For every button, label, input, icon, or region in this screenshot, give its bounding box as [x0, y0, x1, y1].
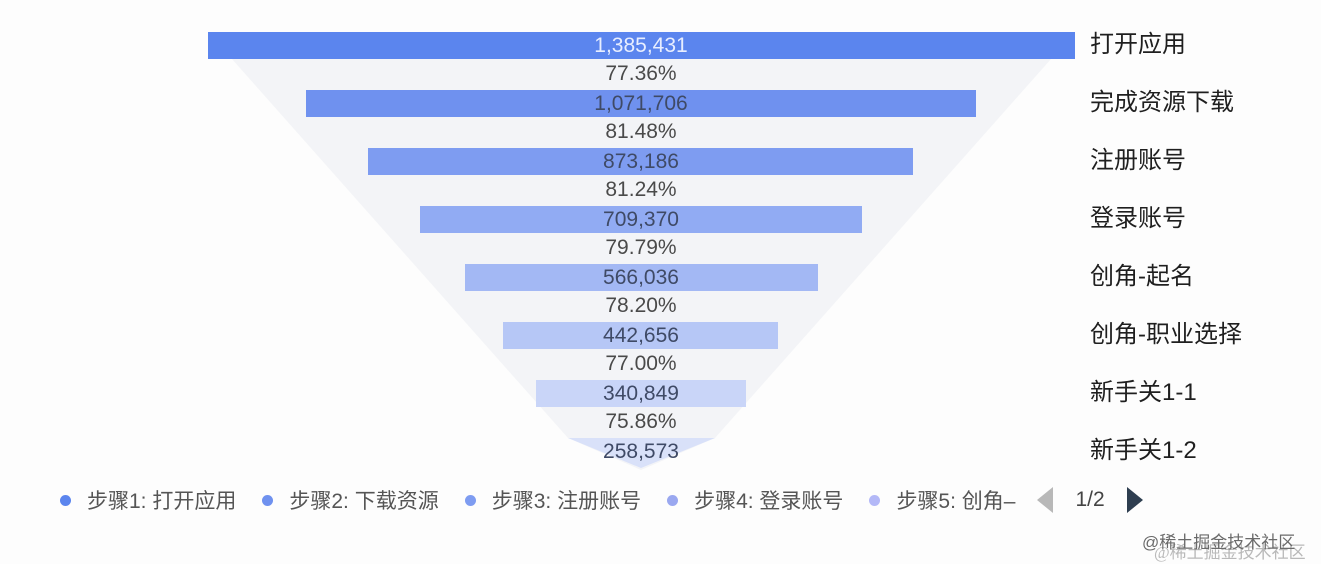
bar-value: 258,573 — [603, 440, 679, 463]
legend-dot-icon — [869, 494, 881, 506]
legend-item-step2[interactable]: 步骤2: 下载资源 — [262, 485, 439, 515]
bar-value: 1,071,706 — [594, 92, 688, 115]
bar-value: 1,385,431 — [594, 34, 688, 57]
funnel-bar-8-tip[interactable] — [568, 438, 715, 468]
bar-value: 340,849 — [603, 382, 679, 405]
funnel-bar-6[interactable]: 442,656 — [503, 322, 778, 349]
legend-label: 步骤2: 下载资源 — [289, 490, 439, 513]
stage-label-3: 注册账号 — [1090, 147, 1186, 174]
stage-label-6: 创角-职业选择 — [1090, 321, 1242, 348]
legend-item-step5[interactable]: 步骤5: 创角– — [869, 485, 1015, 515]
funnel-bar-1[interactable]: 1,385,431 — [208, 32, 1075, 59]
legend-label: 步骤3: 注册账号 — [491, 490, 642, 513]
legend-dot-icon — [60, 494, 71, 506]
conversion-rate-4: 79.79% — [605, 236, 677, 259]
stage-label-8: 新手关1-2 — [1090, 437, 1197, 464]
stage-label-4: 登录账号 — [1090, 205, 1186, 232]
conversion-rate-7: 75.86% — [605, 410, 677, 433]
chevron-left-icon[interactable] — [1037, 487, 1054, 513]
stage-label-7: 新手关1-1 — [1090, 379, 1197, 406]
funnel-bar-5[interactable]: 566,036 — [465, 264, 818, 291]
legend-dot-icon — [464, 494, 476, 506]
legend-item-step4[interactable]: 步骤4: 登录账号 — [667, 485, 843, 515]
funnel-bar-4[interactable]: 709,370 — [420, 206, 862, 233]
funnel-bar-7[interactable]: 340,849 — [536, 380, 746, 407]
bar-value: 566,036 — [603, 266, 679, 289]
stage-label-2: 完成资源下载 — [1090, 89, 1234, 116]
bar-value: 873,186 — [603, 150, 679, 173]
funnel-bar-8: 258,573 — [0, 438, 1282, 465]
bar-value: 709,370 — [603, 208, 679, 231]
watermark-shadow: @稀土掘金技术社区 — [1154, 543, 1306, 562]
funnel-bar-2[interactable]: 1,071,706 — [306, 90, 976, 117]
watermark: @稀土掘金技术社区 — [1142, 533, 1296, 552]
conversion-rate-5: 78.20% — [605, 294, 677, 317]
legend-label: 步骤1: 打开应用 — [87, 490, 237, 513]
legend-label: 步骤4: 登录账号 — [694, 490, 844, 513]
legend-item-step3[interactable]: 步骤3: 注册账号 — [464, 485, 642, 515]
chevron-right-icon[interactable] — [1126, 487, 1143, 513]
funnel-bar-3[interactable]: 873,186 — [368, 148, 913, 175]
conversion-rate-3: 81.24% — [605, 178, 677, 201]
legend-dot-icon — [262, 494, 274, 506]
bar-value: 442,656 — [603, 324, 679, 347]
chart-legend: 步骤1: 打开应用 步骤2: 下载资源 步骤3: 注册账号 步骤4: 登录账号 … — [60, 486, 1143, 514]
conversion-rate-1: 77.36% — [605, 62, 677, 85]
stage-label-1: 打开应用 — [1090, 31, 1186, 58]
stage-label-5: 创角-起名 — [1090, 263, 1194, 290]
legend-dot-icon — [667, 494, 679, 506]
conversion-rate-6: 77.00% — [605, 352, 677, 375]
legend-item-step1[interactable]: 步骤1: 打开应用 — [60, 485, 236, 515]
legend-pager: 1/2 — [1037, 487, 1143, 513]
conversion-rate-2: 81.48% — [605, 120, 677, 143]
legend-label: 步骤5: 创角– — [896, 490, 1016, 513]
legend-page-indicator: 1/2 — [1075, 488, 1105, 511]
